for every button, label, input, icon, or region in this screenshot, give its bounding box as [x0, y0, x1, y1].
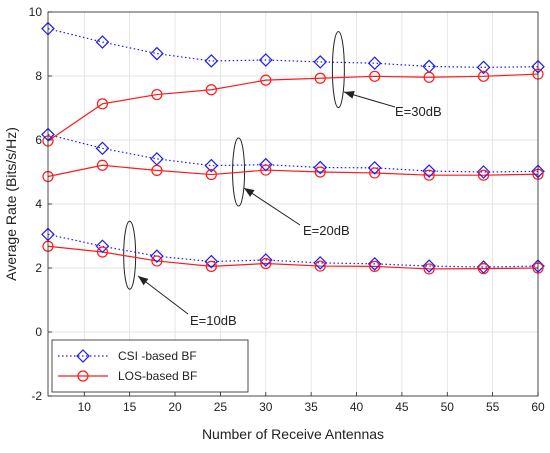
csi-data-point — [422, 259, 436, 273]
x-tick-label: 30 — [259, 400, 273, 414]
csi-data-point — [258, 157, 273, 172]
los-data-point — [314, 72, 326, 84]
csi-data-point — [313, 160, 328, 175]
los-data-point — [477, 70, 490, 82]
legend-csi-marker — [76, 349, 90, 363]
x-tick-label: 10 — [78, 400, 92, 414]
los-data-point — [477, 263, 490, 275]
csi-data-point — [150, 152, 164, 166]
grid-lines — [48, 11, 539, 397]
legend-los-label: LOS-based BF — [118, 369, 197, 383]
x-tick-label: 25 — [214, 400, 228, 414]
los-data-point — [96, 246, 109, 258]
x-tick-label: 20 — [168, 400, 182, 414]
y-tick-label: 8 — [35, 69, 42, 83]
x-tick-label: 15 — [123, 400, 137, 414]
annotation-arrow-shaft — [243, 187, 301, 226]
los-data-point — [423, 263, 435, 275]
csi-series-line — [47, 133, 539, 173]
csi-data-point — [204, 158, 219, 173]
y-tick-label: 10 — [29, 5, 43, 19]
csi-data-point — [313, 256, 328, 270]
los-data-point — [205, 168, 217, 181]
csi-data-point — [476, 165, 491, 179]
los-data-point — [205, 84, 217, 96]
y-tick-label: 0 — [35, 325, 42, 339]
y-axis-label: Average Rate (Bits/s/Hz) — [3, 127, 19, 281]
csi-data-point — [95, 141, 110, 156]
los-data-point — [96, 98, 109, 110]
los-data-point — [205, 260, 217, 272]
csi-data-point — [476, 60, 491, 75]
los-data-point — [260, 164, 272, 176]
csi-data-point — [258, 53, 273, 67]
los-series-line — [47, 245, 539, 270]
y-tick-label: 6 — [35, 133, 42, 147]
los-data-point — [314, 260, 326, 272]
los-data-point — [423, 71, 435, 83]
data-series — [41, 21, 545, 275]
csi-data-point — [204, 54, 219, 68]
csi-data-point — [95, 239, 110, 254]
y-tick-label: 4 — [35, 197, 42, 211]
csi-data-point — [150, 249, 164, 264]
los-data-point — [151, 255, 163, 267]
los-data-point — [260, 74, 272, 86]
x-tick-label: 40 — [350, 400, 364, 414]
x-tick-label: 50 — [441, 400, 455, 414]
group-label: E=10dB — [190, 313, 237, 328]
los-data-point — [423, 169, 435, 181]
x-tick-label: 45 — [395, 400, 409, 414]
csi-data-point — [367, 256, 382, 271]
y-tick-label: -2 — [31, 389, 42, 403]
csi-series-line — [47, 233, 539, 268]
los-data-point — [369, 167, 381, 179]
x-tick-label: 35 — [304, 400, 318, 414]
annotation-arrow-shaft — [137, 275, 189, 315]
group-ellipse — [331, 31, 345, 109]
csi-data-point — [95, 35, 110, 49]
csi-series-line — [47, 28, 539, 68]
los-data-point — [151, 164, 163, 176]
group-label: E=30dB — [395, 104, 442, 119]
csi-data-point — [422, 164, 436, 178]
los-data-point — [260, 257, 272, 270]
csi-data-point — [367, 56, 382, 71]
los-data-point — [477, 169, 490, 181]
x-axis-label: Number of Receive Antennas — [202, 426, 384, 442]
annotation-arrow-head — [244, 188, 255, 197]
group-label: E=20dB — [303, 223, 350, 238]
los-data-point — [369, 260, 381, 272]
csi-data-point — [150, 46, 164, 61]
y-tick-label: 2 — [35, 261, 42, 275]
los-data-point — [96, 159, 109, 171]
los-data-point — [369, 70, 381, 82]
legend-csi-label: CSI -based BF — [118, 349, 197, 363]
legend-box — [51, 339, 249, 393]
los-data-point — [314, 166, 326, 178]
csi-data-point — [204, 254, 219, 269]
annotation-arrow-head — [138, 276, 149, 286]
annotation-arrow-head — [344, 90, 355, 99]
csi-data-point — [313, 55, 328, 69]
annotations: E=30dB E=20dB E=10dB — [123, 31, 442, 328]
axis-ticks: 10 15 20 25 30 35 40 45 50 55 60 -2 0 2 4 6 8 10 — [29, 5, 545, 414]
legend: CSI -based BF LOS-based BF — [51, 339, 249, 393]
x-tick-label: 55 — [486, 400, 500, 414]
csi-data-point — [258, 253, 273, 267]
legend-los-marker — [77, 370, 89, 382]
csi-data-point — [367, 160, 382, 175]
los-series-line — [47, 73, 539, 142]
x-tick-label: 60 — [531, 400, 545, 414]
los-data-point — [151, 88, 163, 101]
los-series-line — [47, 164, 539, 178]
